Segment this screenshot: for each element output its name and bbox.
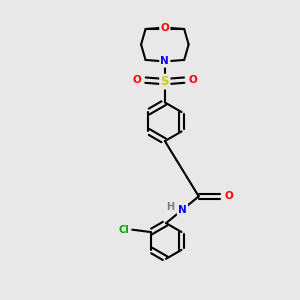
Text: N: N: [178, 205, 187, 215]
Text: H: H: [166, 202, 174, 212]
Text: S: S: [160, 75, 169, 88]
Text: O: O: [224, 191, 233, 201]
Text: O: O: [133, 75, 142, 85]
Text: Cl: Cl: [118, 225, 129, 235]
Text: N: N: [160, 56, 169, 66]
Text: O: O: [160, 22, 169, 32]
Text: O: O: [188, 75, 197, 85]
